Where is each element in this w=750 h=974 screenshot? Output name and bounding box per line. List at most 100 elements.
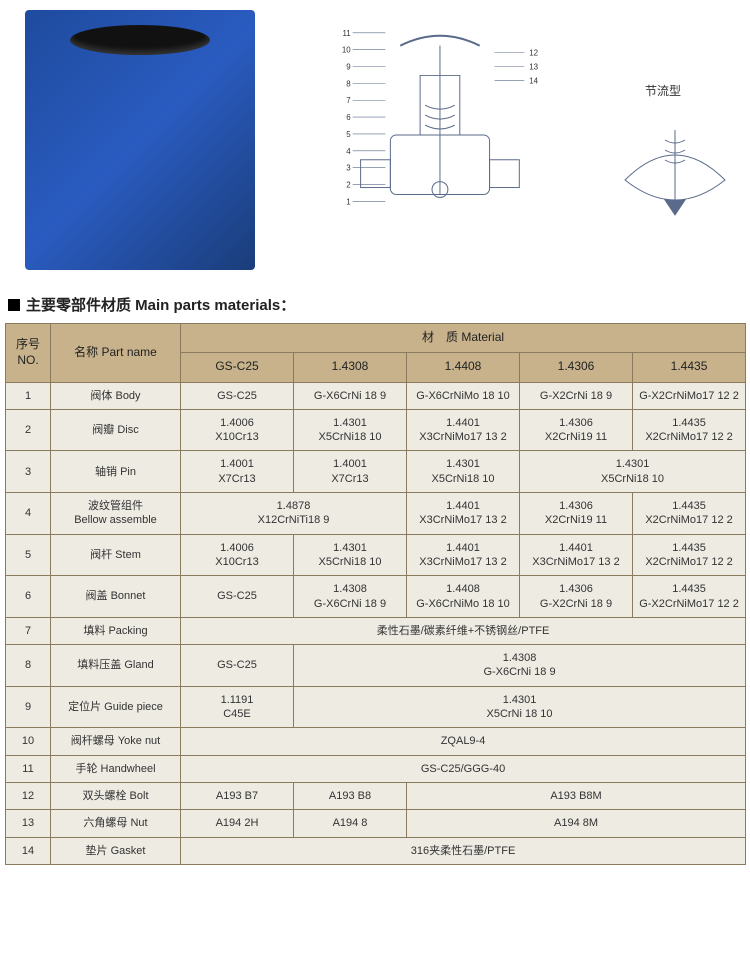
throttling-type-label: 节流型: [645, 82, 681, 99]
section-header: 主要零部件材质 Main parts materials：: [0, 290, 750, 323]
cell-partname: 阀盖 Bonnet: [51, 576, 181, 618]
cell-material: A194 8M: [407, 810, 746, 837]
svg-text:14: 14: [529, 76, 538, 85]
cell-material: 1.4306X2CrNi19 11: [520, 409, 633, 451]
cell-no: 2: [6, 409, 51, 451]
svg-text:3: 3: [346, 164, 351, 173]
table-body: 1阀体 BodyGS-C25G-X6CrNi 18 9G-X6CrNiMo 18…: [6, 382, 746, 864]
cell-no: 5: [6, 534, 51, 576]
cell-material: 1.4878X12CrNiTi18 9: [181, 493, 407, 535]
cell-material: 1.4001X7Cr13: [181, 451, 294, 493]
cell-partname: 阀杆 Stem: [51, 534, 181, 576]
cell-material: 1.4401X3CrNiMo17 13 2: [407, 409, 520, 451]
throttling-type-diagram: [615, 100, 735, 240]
svg-text:9: 9: [346, 62, 351, 71]
cell-material: 316夹柔性石墨/PTFE: [181, 837, 746, 864]
cell-material: 1.4408G-X6CrNiMo 18 10: [407, 576, 520, 618]
cell-material: 1.4308G-X6CrNi 18 9: [294, 576, 407, 618]
cell-material: A193 B8: [294, 782, 407, 809]
square-bullet-icon: [8, 299, 20, 311]
materials-table: 序号NO. 名称 Part name 材 质 Material GS-C251.…: [5, 323, 746, 865]
cell-no: 14: [6, 837, 51, 864]
cell-material: 1.4435G-X2CrNiMo17 12 2: [633, 576, 746, 618]
svg-text:6: 6: [346, 113, 351, 122]
cell-material: GS-C25: [181, 382, 294, 409]
cell-material: 1.4401X3CrNiMo17 13 2: [407, 493, 520, 535]
col-material-3: 1.4306: [520, 352, 633, 382]
col-partname: 名称 Part name: [51, 324, 181, 383]
cell-partname: 双头螺栓 Bolt: [51, 782, 181, 809]
col-no: 序号NO.: [6, 324, 51, 383]
svg-text:1: 1: [346, 197, 351, 206]
svg-text:2: 2: [346, 181, 350, 190]
figures-region: 1234567891011 121314 节流型: [0, 0, 750, 290]
svg-text:5: 5: [346, 130, 351, 139]
cell-material: G-X2CrNiMo17 12 2: [633, 382, 746, 409]
cell-material: 1.4435X2CrNiMo17 12 2: [633, 493, 746, 535]
cell-material: 1.4301X5CrNi 18 10: [294, 686, 746, 728]
svg-text:7: 7: [346, 96, 350, 105]
col-material-2: 1.4408: [407, 352, 520, 382]
cell-no: 11: [6, 755, 51, 782]
table-row: 8填料压盖 GlandGS-C251.4308G-X6CrNi 18 9: [6, 645, 746, 687]
cell-material: 柔性石墨/碳素纤维+不锈钢丝/PTFE: [181, 617, 746, 644]
cell-material: 1.4301X5CrNi18 10: [294, 534, 407, 576]
table-row: 11手轮 HandwheelGS-C25/GGG-40: [6, 755, 746, 782]
cell-material: 1.4001X7Cr13: [294, 451, 407, 493]
cell-material: 1.4401X3CrNiMo17 13 2: [407, 534, 520, 576]
valve-cross-section-diagram: 1234567891011 121314: [300, 5, 570, 255]
cell-material: GS-C25: [181, 645, 294, 687]
cell-partname: 六角螺母 Nut: [51, 810, 181, 837]
cell-partname: 轴销 Pin: [51, 451, 181, 493]
section-title: 主要零部件材质 Main parts materials：: [26, 294, 295, 315]
cell-no: 6: [6, 576, 51, 618]
cell-no: 1: [6, 382, 51, 409]
cell-no: 8: [6, 645, 51, 687]
cell-no: 4: [6, 493, 51, 535]
cell-partname: 填料压盖 Gland: [51, 645, 181, 687]
svg-text:10: 10: [342, 46, 351, 55]
svg-text:13: 13: [529, 62, 538, 71]
cell-no: 10: [6, 728, 51, 755]
table-row: 4波纹管组件Bellow assemble1.4878X12CrNiTi18 9…: [6, 493, 746, 535]
svg-text:4: 4: [346, 147, 351, 156]
cell-material: A193 B7: [181, 782, 294, 809]
table-row: 12双头螺栓 BoltA193 B7A193 B8A193 B8M: [6, 782, 746, 809]
cell-material: A194 2H: [181, 810, 294, 837]
cell-material: 1.4301X5CrNi18 10: [407, 451, 520, 493]
cell-partname: 定位片 Guide piece: [51, 686, 181, 728]
cell-material: 1.4301X5CrNi18 10: [520, 451, 746, 493]
cell-partname: 阀体 Body: [51, 382, 181, 409]
cell-material: 1.4401X3CrNiMo17 13 2: [520, 534, 633, 576]
cell-material: ZQAL9-4: [181, 728, 746, 755]
cell-material: G-X2CrNi 18 9: [520, 382, 633, 409]
cell-material: 1.4006X10Cr13: [181, 409, 294, 451]
cell-material: 1.4006X10Cr13: [181, 534, 294, 576]
cell-material: 1.4306G-X2CrNi 18 9: [520, 576, 633, 618]
col-material-group: 材 质 Material: [181, 324, 746, 353]
col-material-4: 1.4435: [633, 352, 746, 382]
table-row: 13六角螺母 NutA194 2HA194 8A194 8M: [6, 810, 746, 837]
valve-photo: [25, 10, 255, 270]
cell-no: 3: [6, 451, 51, 493]
cell-material: GS-C25: [181, 576, 294, 618]
svg-text:12: 12: [529, 49, 538, 58]
cell-material: 1.4306X2CrNi19 11: [520, 493, 633, 535]
cell-material: 1.4435X2CrNiMo17 12 2: [633, 409, 746, 451]
table-header: 序号NO. 名称 Part name 材 质 Material GS-C251.…: [6, 324, 746, 383]
svg-text:11: 11: [342, 29, 351, 38]
cell-partname: 阀杆螺母 Yoke nut: [51, 728, 181, 755]
cell-partname: 填料 Packing: [51, 617, 181, 644]
cell-material: A193 B8M: [407, 782, 746, 809]
cell-no: 13: [6, 810, 51, 837]
cell-partname: 波纹管组件Bellow assemble: [51, 493, 181, 535]
cell-material: 1.4435X2CrNiMo17 12 2: [633, 534, 746, 576]
cell-no: 7: [6, 617, 51, 644]
table-row: 6阀盖 BonnetGS-C251.4308G-X6CrNi 18 91.440…: [6, 576, 746, 618]
table-row: 2阀瓣 Disc1.4006X10Cr131.4301X5CrNi18 101.…: [6, 409, 746, 451]
table-row: 1阀体 BodyGS-C25G-X6CrNi 18 9G-X6CrNiMo 18…: [6, 382, 746, 409]
table-row: 3轴销 Pin1.4001X7Cr131.4001X7Cr131.4301X5C…: [6, 451, 746, 493]
cell-material: 1.4308G-X6CrNi 18 9: [294, 645, 746, 687]
table-row: 9定位片 Guide piece1.1191C45E1.4301X5CrNi 1…: [6, 686, 746, 728]
cell-partname: 垫片 Gasket: [51, 837, 181, 864]
